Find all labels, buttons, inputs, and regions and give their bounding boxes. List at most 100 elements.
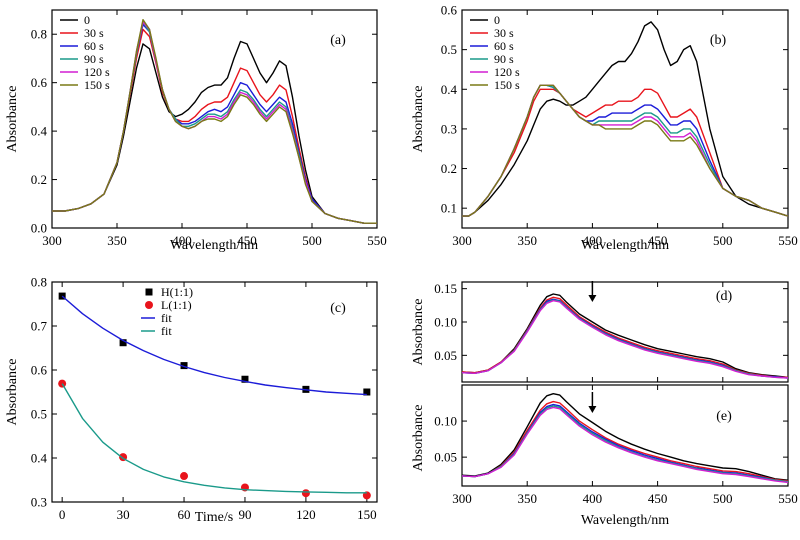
series-line-0 — [462, 393, 788, 481]
x-tick-label: 150 — [357, 507, 377, 522]
series-line-2 — [462, 84, 788, 217]
legend-swatch — [145, 288, 153, 296]
y-tick-label: 0.0 — [31, 221, 47, 236]
y-axis-label: Absorbance — [5, 86, 20, 153]
x-tick-label: 30 — [117, 507, 130, 522]
data-point-square — [241, 375, 249, 383]
series-line-5 — [462, 84, 788, 217]
x-axis-label: Time/s — [195, 510, 233, 525]
series-line-1 — [462, 400, 788, 482]
series-line-0 — [462, 293, 788, 378]
series-line-4 — [462, 300, 788, 379]
y-tick-label: 0.8 — [31, 275, 47, 290]
x-tick-label: 450 — [237, 233, 257, 248]
panel-label: (d) — [716, 289, 733, 304]
data-point-square — [363, 388, 371, 396]
y-tick-label: 0.4 — [31, 124, 48, 139]
y-tick-label: 0.4 — [31, 451, 48, 466]
series-line-2 — [61, 295, 367, 396]
y-tick-label: 0.1 — [441, 201, 457, 216]
legend-label: H(1:1) — [161, 285, 193, 299]
data-point-circle — [301, 489, 310, 498]
x-tick-label: 500 — [713, 233, 733, 248]
x-tick-label: 550 — [367, 233, 387, 248]
series-line-2 — [462, 298, 788, 379]
plot-frame-2 — [51, 281, 378, 503]
data-point-square — [119, 339, 127, 347]
legend-label: 60 s — [84, 39, 104, 53]
y-tick-label: 0.6 — [31, 75, 48, 90]
x-axis-label: Wavelength/nm — [581, 238, 669, 253]
y-tick-label: 0.6 — [441, 3, 458, 18]
x-tick-label: 550 — [778, 233, 798, 248]
y-tick-label: 0.8 — [31, 27, 47, 42]
x-axis-label: Wavelength/nm — [581, 513, 669, 528]
x-tick-label: 300 — [452, 233, 472, 248]
x-tick-label: 450 — [648, 491, 668, 506]
plot-frame-3 — [461, 281, 789, 383]
x-axis-label: Wavelength/nm — [170, 238, 258, 253]
legend-label: 120 s — [494, 65, 520, 79]
y-tick-label: 0.05 — [434, 450, 457, 465]
series-line-4 — [462, 406, 788, 484]
series-line-1 — [462, 88, 788, 217]
series-line-3 — [61, 383, 367, 494]
panel-label: (b) — [710, 33, 727, 48]
y-axis-label: Absorbance — [411, 86, 426, 153]
x-tick-label: 550 — [778, 491, 798, 506]
x-tick-label: 120 — [296, 507, 316, 522]
legend-label: 0 — [84, 13, 90, 27]
x-tick-label: 500 — [713, 491, 733, 506]
y-axis-label: Absorbance — [5, 359, 20, 426]
x-tick-label: 300 — [42, 233, 62, 248]
data-point-circle — [180, 472, 189, 481]
y-tick-label: 0.5 — [31, 407, 47, 422]
x-tick-label: 300 — [452, 491, 472, 506]
y-tick-label: 0.10 — [434, 315, 457, 330]
legend-label: 90 s — [494, 52, 514, 66]
plot-frame-4 — [461, 384, 789, 487]
legend-label: 90 s — [84, 52, 104, 66]
panel-label: (c) — [330, 301, 346, 316]
x-tick-label: 400 — [583, 233, 603, 248]
x-tick-label: 500 — [302, 233, 322, 248]
legend-label: L(1:1) — [161, 298, 192, 312]
legend-label: 150 s — [84, 78, 110, 92]
series-line-3 — [462, 299, 788, 379]
data-point-square — [58, 292, 66, 300]
series-line-5 — [52, 19, 377, 224]
series-line-0 — [462, 21, 788, 217]
panel-label: (a) — [330, 33, 346, 48]
y-tick-label: 0.05 — [434, 348, 457, 363]
y-tick-label: 0.5 — [441, 42, 457, 57]
x-tick-label: 350 — [517, 491, 537, 506]
x-tick-label: 60 — [178, 507, 191, 522]
plot-frame-0 — [51, 9, 378, 229]
arrow-down-icon — [588, 295, 597, 302]
y-tick-label: 0.4 — [441, 82, 458, 97]
legend-label: fit — [161, 324, 172, 338]
y-tick-label: 0.3 — [31, 495, 47, 510]
legend-label: 30 s — [494, 26, 514, 40]
x-tick-label: 90 — [238, 507, 251, 522]
legend-label: 0 — [494, 13, 500, 27]
y-tick-label: 0.2 — [441, 161, 457, 176]
y-tick-label: 0.3 — [441, 121, 457, 136]
panel-label: (e) — [716, 409, 732, 424]
legend-label: fit — [161, 311, 172, 325]
legend-label: 60 s — [494, 39, 514, 53]
y-tick-label: 0.15 — [434, 281, 457, 296]
x-tick-label: 450 — [648, 233, 668, 248]
series-line-3 — [462, 84, 788, 217]
y-tick-label: 0.10 — [434, 414, 457, 429]
x-tick-label: 350 — [517, 233, 537, 248]
x-tick-label: 350 — [107, 233, 127, 248]
legend-label: 30 s — [84, 26, 104, 40]
legend-label: 150 s — [494, 78, 520, 92]
legend-swatch — [145, 301, 153, 309]
y-axis-label: Absorbance — [411, 405, 426, 472]
y-tick-label: 0.2 — [31, 172, 47, 187]
series-line-0 — [52, 40, 377, 224]
series-line-3 — [462, 405, 788, 483]
